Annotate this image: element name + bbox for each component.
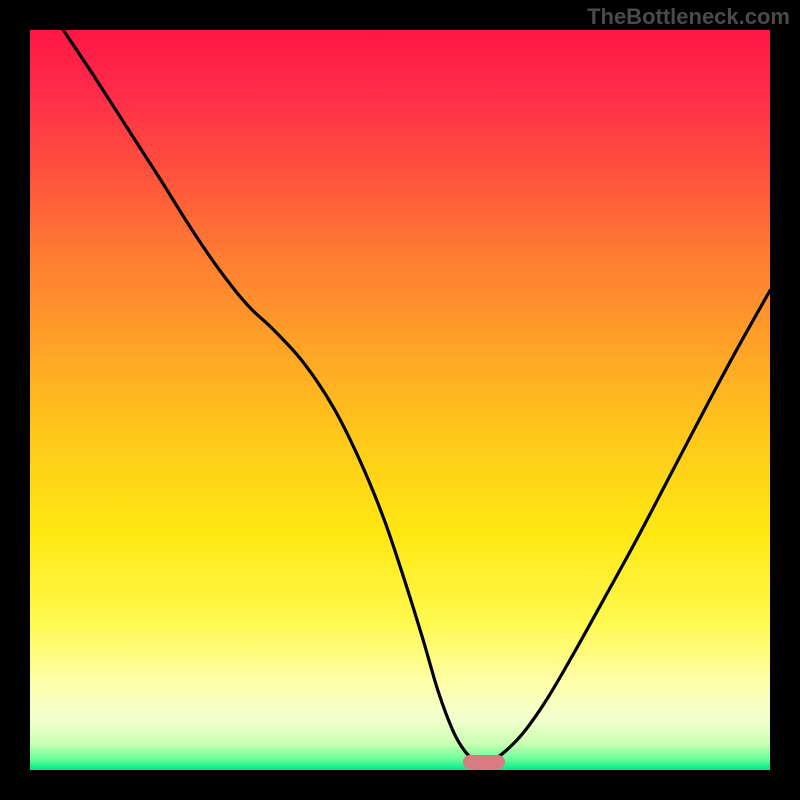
optimum-marker (463, 755, 505, 769)
plot-area (30, 30, 770, 770)
watermark-text: TheBottleneck.com (587, 4, 790, 30)
bottleneck-curve (30, 30, 770, 770)
